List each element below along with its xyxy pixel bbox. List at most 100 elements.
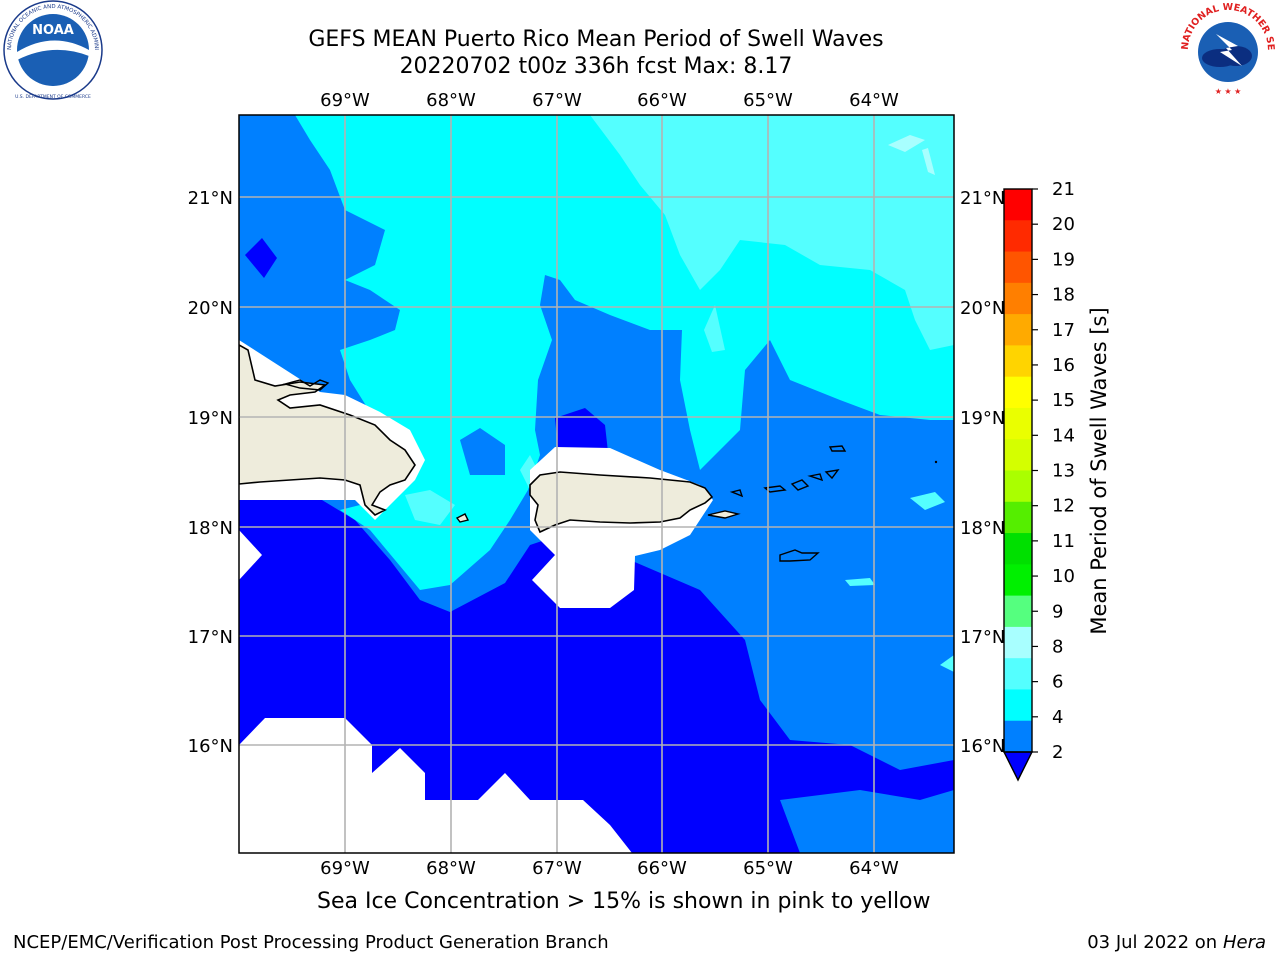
lon-label-bottom: 69°W — [320, 858, 370, 879]
colorbar-tick-label: 11 — [1052, 531, 1075, 552]
nws-logo: NATIONAL WEATHER SERVICE ★ ★ ★ — [1176, 0, 1276, 98]
colorbar-segment — [1004, 407, 1032, 440]
land-anegada — [828, 445, 847, 452]
colorbar-tick-label: 15 — [1052, 390, 1075, 411]
lon-label-bottom: 65°W — [743, 858, 793, 879]
swell-band-6-8-e — [910, 492, 945, 510]
colorbar-segment — [1004, 282, 1032, 315]
colorbar-segment — [1004, 595, 1032, 628]
noaa-logo-text: NOAA — [32, 23, 74, 38]
land-st-croix — [779, 549, 820, 562]
sea-ice-note: Sea Ice Concentration > 15% is shown in … — [317, 889, 931, 914]
colorbar-tick-label: 17 — [1052, 320, 1075, 341]
colorbar-segment — [1004, 251, 1032, 284]
swell-band-6-8-b — [704, 305, 725, 352]
land-saona — [455, 513, 470, 523]
lat-label-right: 16°N — [960, 736, 1005, 757]
lat-labels-left: 21°N 20°N 19°N 18°N 17°N 16°N — [188, 188, 233, 757]
swell-band-below-2 — [239, 500, 954, 853]
lat-label-left: 19°N — [188, 408, 233, 429]
colorbar-tick-label: 12 — [1052, 496, 1075, 517]
colorbar-tick-label: 13 — [1052, 461, 1075, 482]
lat-labels-right: 21°N 20°N 19°N 18°N 17°N 16°N — [960, 188, 1005, 757]
swell-band-8-9 — [888, 135, 925, 152]
colorbar-label: Mean Period of Swell Waves [s] — [1087, 307, 1111, 634]
lat-label-right: 18°N — [960, 518, 1005, 539]
lon-label-bottom: 64°W — [849, 858, 899, 879]
colorbar-ticks: 21 20 19 18 17 16 15 14 13 12 11 10 9 8 6 4 2 — [1032, 179, 1075, 763]
swell-band-6-8-g — [940, 655, 954, 672]
footer-host: Hera — [1222, 932, 1266, 953]
colorbar-segment — [1004, 220, 1032, 253]
swell-band-2-4-blob — [460, 428, 505, 475]
colorbar-tick-label: 6 — [1052, 672, 1063, 693]
colorbar-segment — [1004, 658, 1032, 690]
colorbar-tick-label: 16 — [1052, 355, 1075, 376]
colorbar-segment — [1004, 720, 1032, 753]
map-field — [239, 115, 954, 853]
lon-labels-bottom: 69°W 68°W 67°W 66°W 65°W 64°W — [320, 858, 899, 879]
nws-stars-icon: ★ ★ ★ — [1215, 87, 1242, 96]
lon-labels-top: 69°W 68°W 67°W 66°W 65°W 64°W — [320, 90, 899, 111]
lon-label-bottom: 68°W — [426, 858, 476, 879]
colorbar-extend-triangle — [1002, 751, 1034, 782]
lat-label-right: 17°N — [960, 627, 1005, 648]
noaa-logo: NATIONAL OCEANIC AND ATMOSPHERIC ADMINIS… — [0, 0, 103, 100]
land-hispaniola-north-cay — [282, 379, 330, 391]
swell-band-6-8 — [590, 115, 954, 350]
colorbar-segment — [1004, 626, 1032, 659]
lon-label-top: 64°W — [849, 90, 899, 111]
lat-label-left: 20°N — [188, 298, 233, 319]
swell-band-6-8-c — [405, 490, 455, 525]
lon-label-top: 68°W — [426, 90, 476, 111]
colorbar-segment — [1004, 189, 1032, 221]
land-puerto-rico — [529, 471, 714, 534]
footer-date: 03 Jul 2022 on Hera — [1087, 932, 1266, 953]
colorbar-tick-label: 9 — [1052, 601, 1063, 622]
map-gridlines — [239, 115, 954, 853]
lat-label-left: 17°N — [188, 627, 233, 648]
chart-title: GEFS MEAN Puerto Rico Mean Period of Swe… — [308, 27, 884, 52]
colorbar-segment — [1004, 470, 1032, 503]
nodata-area-west — [239, 530, 262, 580]
lat-label-left: 16°N — [188, 736, 233, 757]
lat-label-right: 20°N — [960, 298, 1005, 319]
colorbar-segment — [1004, 689, 1032, 722]
lon-label-top: 67°W — [532, 90, 582, 111]
land-islet — [934, 460, 938, 464]
colorbar-tick-label: 20 — [1052, 214, 1075, 235]
lat-label-right: 21°N — [960, 188, 1005, 209]
colorbar-tick-label: 21 — [1052, 179, 1075, 200]
map-frame — [238, 114, 955, 854]
colorbar-tick-label: 10 — [1052, 566, 1075, 587]
colorbar-segment — [1004, 376, 1032, 409]
footer-branch: NCEP/EMC/Verification Post Processing Pr… — [13, 932, 609, 953]
land-virgin-islands — [729, 469, 840, 498]
land-hispaniola — [239, 344, 416, 516]
colorbar-segment — [1004, 533, 1032, 565]
lat-label-left: 21°N — [188, 188, 233, 209]
colorbar-segment — [1004, 314, 1032, 346]
swell-band-6-8-f — [845, 578, 875, 586]
chart-subtitle: 20220702 t00z 336h fcst Max: 8.17 — [399, 54, 793, 79]
swell-band-2-4-se — [780, 790, 954, 853]
colorbar — [1002, 188, 1034, 782]
colorbar-segment — [1004, 345, 1032, 378]
lat-label-right: 19°N — [960, 408, 1005, 429]
colorbar-tick-label: 19 — [1052, 249, 1075, 270]
colorbar-tick-label: 4 — [1052, 707, 1063, 728]
colorbar-tick-label: 14 — [1052, 425, 1075, 446]
lon-label-bottom: 67°W — [532, 858, 582, 879]
lat-label-left: 18°N — [188, 518, 233, 539]
land-vieques — [707, 510, 741, 519]
colorbar-segment — [1004, 564, 1032, 597]
colorbar-segment — [1004, 439, 1032, 471]
colorbar-tick-label: 8 — [1052, 636, 1063, 657]
noaa-ring-bottom-text: U.S. DEPARTMENT OF COMMERCE — [15, 94, 91, 100]
colorbar-tick-label: 18 — [1052, 285, 1075, 306]
footer-date-text: 03 Jul 2022 on — [1087, 932, 1223, 953]
swell-band-below-2-blob — [245, 238, 277, 278]
swell-band-8-9-b — [922, 148, 935, 175]
colorbar-segment — [1004, 501, 1032, 534]
